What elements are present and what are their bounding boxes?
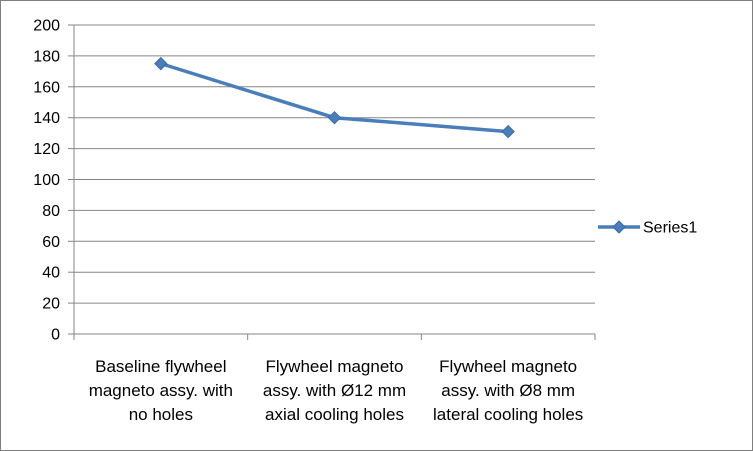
y-tick-label: 20 xyxy=(42,296,60,313)
y-tick-label: 180 xyxy=(33,48,60,65)
data-point-marker xyxy=(501,124,515,139)
y-tick-label: 100 xyxy=(33,172,60,189)
y-tick-label: 80 xyxy=(42,203,60,220)
y-tick-label: 60 xyxy=(42,234,60,251)
y-tick-label: 40 xyxy=(42,265,60,282)
y-axis-ticks: 0 20 40 60 80 100 120 140 160 180 200 xyxy=(33,18,60,344)
x-category-label: Baseline flywheel magneto assy. with no ho… xyxy=(89,357,233,424)
y-tick-label: 140 xyxy=(33,110,60,127)
x-category-label: Flywheel magneto assy. with Ø8 mm lateral … xyxy=(433,357,583,424)
gridlines xyxy=(74,24,595,304)
y-tick-label: 120 xyxy=(33,141,60,158)
y-tick-label: 160 xyxy=(33,79,60,96)
x-category-label: Flywheel magneto assy. with Ø12 mm axial c… xyxy=(263,357,406,424)
legend-marker xyxy=(612,220,626,234)
x-axis-categories: Baseline flywheel magneto assy. with no ho… xyxy=(89,357,584,424)
data-point-marker xyxy=(327,110,342,125)
legend-label: Series1 xyxy=(643,220,697,237)
data-point-marker xyxy=(154,56,168,71)
legend: Series1 xyxy=(598,220,697,237)
axes xyxy=(68,24,596,340)
series-layer xyxy=(154,56,515,139)
y-tick-label: 0 xyxy=(51,327,60,344)
y-tick-label: 200 xyxy=(33,18,60,35)
